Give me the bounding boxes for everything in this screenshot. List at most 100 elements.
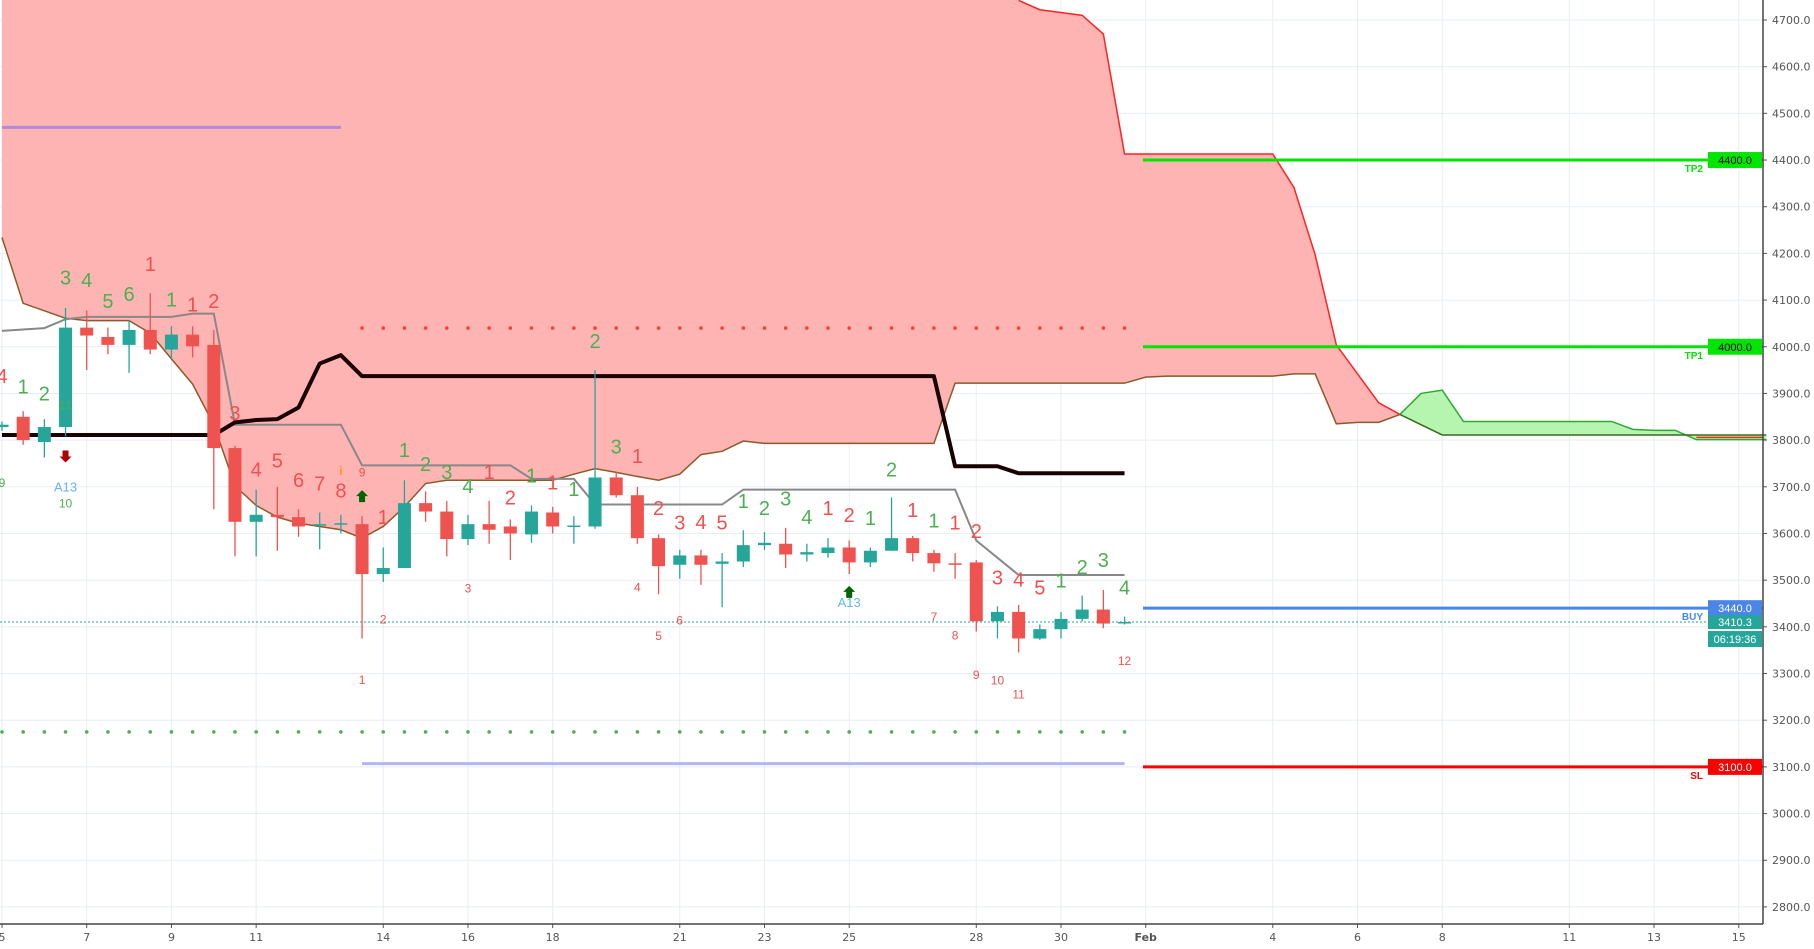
arrow-up-icon: [356, 490, 369, 503]
candles: [0, 293, 1132, 653]
count-label: 1: [547, 473, 558, 495]
resistance-dot: [508, 326, 513, 330]
support-dot: [635, 730, 640, 734]
resistance-dot: [360, 326, 364, 330]
y-tick-label: 4300.0: [1772, 201, 1811, 214]
future-span-b-line: [1399, 413, 1767, 436]
support-dot: [762, 730, 767, 734]
support-dot: [995, 730, 1000, 734]
buy-level-label: BUY: [1682, 612, 1703, 623]
count-label: 4: [695, 512, 706, 534]
candle-down: [207, 344, 221, 449]
x-tick-label: 23: [757, 931, 771, 944]
count-label: 1: [632, 446, 643, 468]
count-label: 1: [1055, 571, 1066, 593]
resistance-dot: [529, 326, 534, 330]
count-label: 9: [0, 476, 6, 490]
support-dot: [381, 730, 386, 734]
y-tick-label: 3600.0: [1772, 527, 1811, 540]
resistance-dot: [889, 326, 894, 330]
support-dot: [106, 730, 110, 734]
support-dot: [699, 730, 703, 734]
x-tick-label: 25: [842, 931, 856, 944]
signal-label: i: [339, 464, 342, 478]
last-price-badge: [1708, 615, 1762, 630]
gray-line: [1, 312, 1125, 577]
y-tick-label: 4700.0: [1772, 14, 1811, 27]
tp1-axis-value: 4000.0: [1718, 342, 1752, 354]
count-label: 11: [1012, 688, 1025, 702]
candle-down: [694, 555, 708, 565]
candle-down: [779, 543, 793, 555]
resistance-dot: [656, 326, 661, 330]
candle-down: [270, 514, 284, 518]
x-tick-label: 11: [249, 931, 263, 944]
count-label: 4: [81, 270, 92, 292]
count-label: 9: [973, 668, 980, 682]
candle-down: [927, 553, 941, 564]
support-dot: [720, 730, 724, 734]
count-label: 1: [145, 254, 156, 276]
y-tick-label: 4000.0: [1772, 341, 1811, 354]
count-label: 5: [655, 629, 662, 643]
support-dot: [572, 730, 576, 734]
candle-down: [419, 503, 433, 512]
candle-up: [1075, 609, 1089, 619]
support-dot: [63, 730, 68, 734]
count-label: 2: [886, 460, 897, 482]
count-label: 3: [441, 462, 452, 484]
x-tick-label: 28: [969, 931, 983, 944]
support-dot: [1016, 730, 1021, 734]
resistance-dot: [720, 326, 724, 330]
count-label: 1: [928, 510, 939, 532]
x-tick-label: 4: [1269, 931, 1276, 944]
candle-down: [630, 495, 644, 539]
resistance-dot: [1016, 326, 1021, 330]
count-label: 2: [759, 498, 770, 520]
support-dot: [423, 730, 428, 734]
x-tick-label: 14: [376, 931, 390, 944]
candle-up: [59, 327, 73, 428]
support-dot: [190, 730, 195, 734]
x-tick-label: Feb: [1135, 931, 1158, 944]
support-dot: [402, 730, 407, 734]
candle-down: [503, 526, 517, 534]
trade-levels: TP2 4400.0 TP1 4000.0 BUY 3440.0 SL 3100.0 3410.…: [1143, 152, 1763, 782]
candle-down: [440, 511, 454, 540]
candle-down: [101, 336, 115, 345]
resistance-dot: [487, 326, 491, 330]
support-dot: [974, 730, 979, 734]
count-label: 1: [399, 440, 410, 462]
resistance-dot: [614, 326, 619, 330]
count-label: 4: [0, 366, 8, 388]
count-label: 4: [1013, 570, 1024, 592]
resistance-dot: [805, 326, 809, 330]
count-label: 2: [653, 498, 664, 520]
resistance-dot: [1122, 326, 1127, 330]
support-dot: [741, 730, 746, 734]
candle-up: [525, 511, 538, 535]
resistance-dot: [741, 326, 746, 330]
candle-down: [652, 538, 666, 567]
indicator-lines: [0, 125, 1763, 766]
arrow-up-icon: [843, 585, 856, 598]
y-tick-label: 3000.0: [1772, 808, 1811, 821]
resistance-dot: [826, 326, 830, 330]
x-tick-label: 21: [673, 931, 687, 944]
support-dot: [868, 730, 873, 734]
count-label: 2: [208, 291, 219, 313]
candle-up: [164, 334, 178, 350]
x-tick-label: 9: [168, 931, 175, 944]
resistance-dot: [381, 326, 386, 330]
count-label: 6: [124, 284, 135, 306]
support-dot: [508, 730, 513, 734]
sl-axis-badge: [1708, 758, 1762, 775]
y-tick-label: 4500.0: [1772, 107, 1811, 120]
y-tick-label: 4100.0: [1772, 294, 1811, 307]
count-label: 4: [1119, 578, 1130, 600]
candle-down: [292, 517, 306, 527]
count-label: 3: [229, 403, 240, 425]
count-label: 2: [39, 383, 50, 405]
